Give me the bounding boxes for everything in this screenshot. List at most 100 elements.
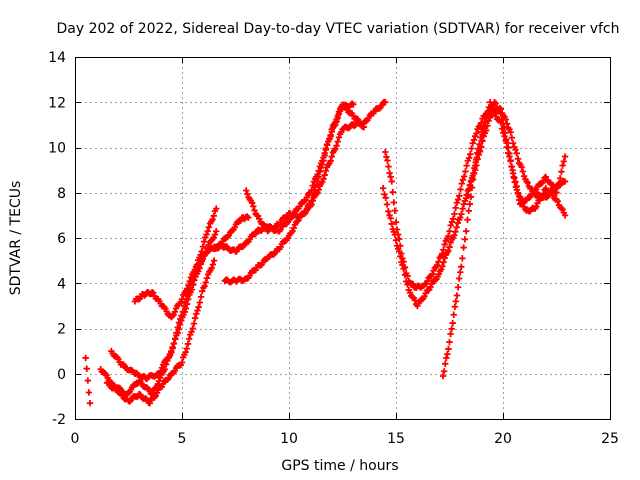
data-point [178,359,186,366]
marker-interp [203,274,211,282]
marker-interp [190,320,198,327]
y-tick-label: 8 [57,186,66,202]
marker-interp [440,259,447,266]
series-arc-1 [82,354,94,407]
y-tick-label: 0 [57,367,66,383]
marker-interp [387,173,394,181]
x-tick-label: 5 [178,431,187,447]
marker-interp [391,207,399,214]
marker-interp [518,163,525,171]
marker-interp [501,129,509,137]
data-point [446,228,453,235]
marker-interp [439,263,446,270]
marker-interp [478,143,485,151]
marker-interp [550,186,558,193]
x-axis-label: GPS time / hours [281,458,398,474]
marker-interp [376,105,383,112]
marker-interp [453,224,460,231]
axis-ticks: 0 5 10 15 20 25 -2 0 2 4 6 8 10 12 14 [48,50,619,447]
marker-interp [229,227,236,234]
marker-interp [467,150,474,158]
marker-interp [388,220,395,228]
marker-interp [465,154,473,162]
marker-interp [470,169,478,177]
marker-interp [464,216,471,223]
marker-interp [443,354,450,362]
marker-interp [445,247,452,255]
marker-interp [473,162,480,169]
marker-interp [401,271,409,279]
marker-interp [211,231,219,238]
marker-interp [384,157,391,164]
marker-interp [155,377,163,385]
marker-interp [465,185,473,193]
data-point [392,237,400,244]
data-point [148,390,156,398]
y-tick-label: 6 [57,231,66,247]
data-point [452,298,460,305]
marker-interp [248,199,256,207]
series-arc-4 [108,205,220,383]
data-point [439,372,447,380]
marker-interp [171,308,179,315]
marker-interp [186,278,193,285]
data-point [561,178,569,185]
x-tick-label: 15 [387,431,405,447]
marker-interp [200,238,208,245]
marker-interp [389,188,396,196]
marker-interp [396,235,403,243]
data-point [189,325,196,332]
marker-interp [427,283,434,291]
data-point [463,191,470,199]
marker-interp [444,350,451,358]
data-point [360,123,368,131]
marker-interp [323,141,331,149]
marker-interp [476,148,484,155]
y-axis-label: SDTVAR / TECUs [8,181,24,296]
marker-interp [382,194,389,201]
marker-interp [451,232,458,239]
data-point [454,196,462,203]
marker-interp [315,173,322,181]
y-tick-label: 12 [48,95,66,111]
marker-interp [466,200,474,208]
marker-interp [512,146,519,153]
marker-interp [505,144,512,151]
y-tick-label: 14 [48,50,66,66]
marker-interp [469,140,476,147]
marker-interp [319,161,326,168]
marker-interp [205,224,213,231]
marker-interp [390,199,398,206]
marker-interp [397,253,404,260]
marker-interp [309,192,316,199]
data-point [429,271,436,278]
series-arc-5 [131,213,252,321]
marker-interp [447,330,454,338]
marker-interp [503,136,510,143]
marker-interp [449,215,457,223]
marker-interp [308,197,315,204]
marker-interp [533,203,540,210]
marker-interp [508,163,515,170]
marker-interp [525,194,533,202]
marker-interp [506,150,513,157]
marker-interp [194,307,201,314]
marker-interp [387,215,394,222]
data-point [392,218,400,226]
series-arc-8 [243,101,368,235]
marker-interp [334,112,341,119]
marker-interp [467,193,475,201]
marker-interp [484,122,491,129]
marker-interp [185,282,192,289]
y-tick-label: 4 [57,276,66,292]
marker-interp [455,275,463,282]
marker-interp [492,100,499,107]
marker-interp [199,243,207,250]
marker-interp [188,328,195,335]
data-point [478,128,485,135]
x-tick-label: 25 [601,431,619,447]
marker-interp [184,340,192,348]
marker-interp [448,325,455,333]
marker-interp [453,199,461,206]
